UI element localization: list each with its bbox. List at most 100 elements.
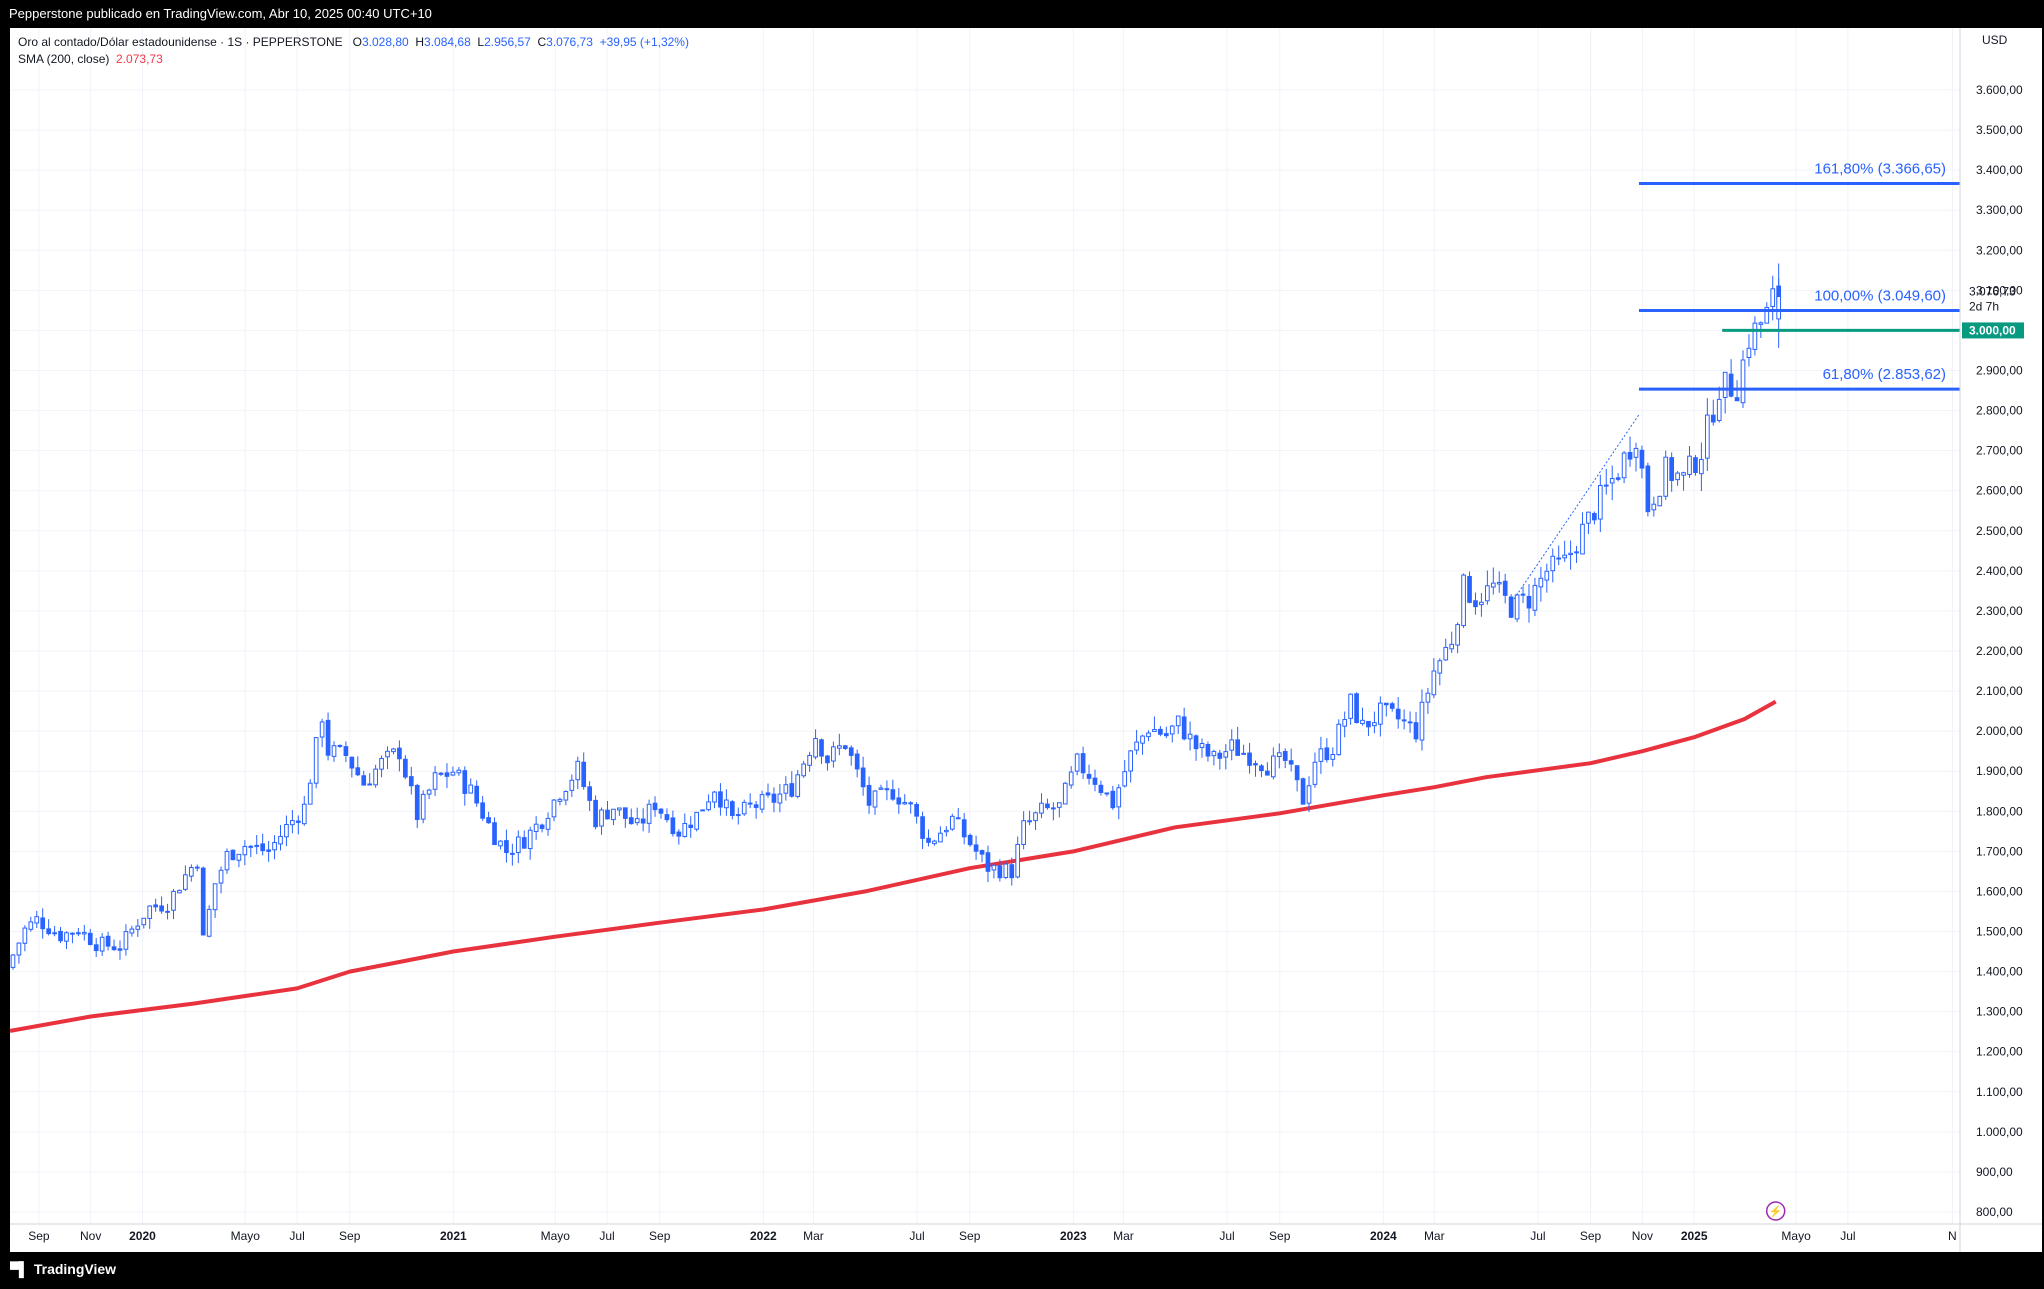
candle-up (557, 798, 563, 802)
candle-down (1009, 864, 1015, 879)
chart-legend: Oro al contado/Dólar estadounidense · 1S… (18, 34, 689, 68)
candle-down (1639, 449, 1645, 469)
bar-countdown-label: 2d 7h (1969, 300, 1999, 314)
candle-up (1140, 735, 1145, 744)
candle-up (599, 809, 604, 827)
candle-down (76, 932, 81, 935)
candle-up (706, 801, 711, 811)
candle-up (278, 835, 283, 845)
candle-up (1609, 478, 1615, 484)
candle-down (926, 837, 931, 843)
candle-up (379, 757, 384, 770)
price-tick-label: 2.400,00 (1976, 564, 2023, 578)
high-value: 3.084,68 (424, 35, 471, 49)
candle-up (1021, 820, 1026, 845)
candle-up (81, 932, 87, 935)
candle-up (171, 890, 176, 911)
candle-up (908, 802, 914, 805)
fib-level-label: 161,80% (3.366,65) (1814, 161, 1946, 178)
tradingview-logo[interactable]: ▀▌ TradingView (10, 1261, 116, 1277)
candle-up (777, 793, 783, 804)
candle-down (848, 747, 854, 756)
candle-down (444, 772, 450, 777)
publish-header: Pepperstone publicado en TradingView.com… (0, 0, 2044, 28)
candle-up (1074, 753, 1080, 772)
price-tick-label: 3.600,00 (1976, 83, 2023, 97)
candle-up (1514, 594, 1520, 620)
candle-down (765, 792, 771, 796)
candle-up (949, 815, 955, 830)
candle-up (563, 791, 569, 801)
low-label: L (477, 35, 485, 49)
candle-down (87, 932, 93, 946)
time-tick-label: Mayo (541, 1229, 571, 1243)
candle-down (1324, 747, 1330, 761)
candle-down (1710, 414, 1716, 423)
candle-up (254, 844, 260, 847)
candle-up (1675, 472, 1680, 481)
candle-down (997, 865, 1003, 879)
time-tick-label: 2022 (750, 1229, 777, 1243)
fib-level-label: 61,80% (2.853,62) (1823, 366, 1946, 383)
candle-down (474, 785, 480, 804)
candle-down (355, 767, 361, 776)
candle-up (575, 760, 581, 781)
candle-up (944, 829, 949, 833)
candle-up (1068, 771, 1074, 786)
candle-up (1104, 792, 1110, 795)
time-tick-label: Mar (803, 1229, 824, 1243)
candle-down (1669, 457, 1675, 481)
time-tick-label: 2025 (1681, 1229, 1708, 1243)
low-value: 2.956,57 (484, 35, 531, 49)
candle-up (1770, 288, 1776, 307)
last-candle-body (1776, 295, 1782, 320)
symbol-name[interactable]: Oro al contado/Dólar estadounidense · 1S… (18, 35, 343, 49)
candle-up (331, 745, 337, 757)
candle-down (1395, 708, 1401, 720)
candle-up (1490, 582, 1496, 588)
candle-down (325, 719, 331, 756)
candle-up (1419, 701, 1425, 741)
time-tick-label: 2021 (440, 1229, 467, 1243)
candle-up (129, 928, 135, 934)
candle-up (795, 774, 801, 797)
candle-up (385, 750, 390, 758)
candle-up (141, 917, 147, 926)
candle-up (1223, 751, 1229, 758)
candle-up (367, 783, 373, 786)
candle-up (1657, 495, 1663, 507)
candle-down (825, 755, 830, 764)
time-tick-label: Mar (1113, 1229, 1134, 1243)
price-tick-label: 2.800,00 (1976, 404, 2023, 418)
candle-down (718, 791, 723, 808)
candle-up (1633, 447, 1639, 458)
candle-down (605, 809, 610, 820)
candle-down (1366, 720, 1371, 728)
high-label: H (415, 35, 425, 49)
candle-up (426, 789, 432, 795)
candle-up (1597, 484, 1603, 520)
price-tick-label: 1.900,00 (1976, 764, 2023, 778)
sma-label[interactable]: SMA (200, close) (18, 52, 110, 66)
time-tick-label: Sep (959, 1229, 981, 1243)
candle-up (391, 748, 396, 753)
candle-up (147, 905, 153, 919)
candle-down (1502, 580, 1508, 596)
candle-down (979, 850, 985, 855)
price-tick-label: 3.500,00 (1976, 123, 2023, 137)
price-chart[interactable]: 161,80% (3.366,65) 100,00% (3.049,60) 61,8… (9, 28, 2042, 1252)
candle-up (1716, 398, 1722, 421)
candle-down (652, 802, 658, 811)
candle-up (1580, 523, 1585, 555)
time-tick-label: 2023 (1060, 1229, 1087, 1243)
price-tick-label: 1.000,00 (1976, 1125, 2023, 1139)
candle-down (153, 904, 158, 908)
candle-up (1360, 719, 1365, 725)
sma-line-layer (9, 699, 1777, 1033)
grid (10, 28, 1960, 1224)
candle-down (361, 775, 367, 786)
candle-up (1330, 753, 1336, 760)
candle-down (1086, 773, 1092, 779)
candle-up (183, 874, 188, 890)
legend-symbol-row: Oro al contado/Dólar estadounidense · 1S… (18, 34, 689, 51)
